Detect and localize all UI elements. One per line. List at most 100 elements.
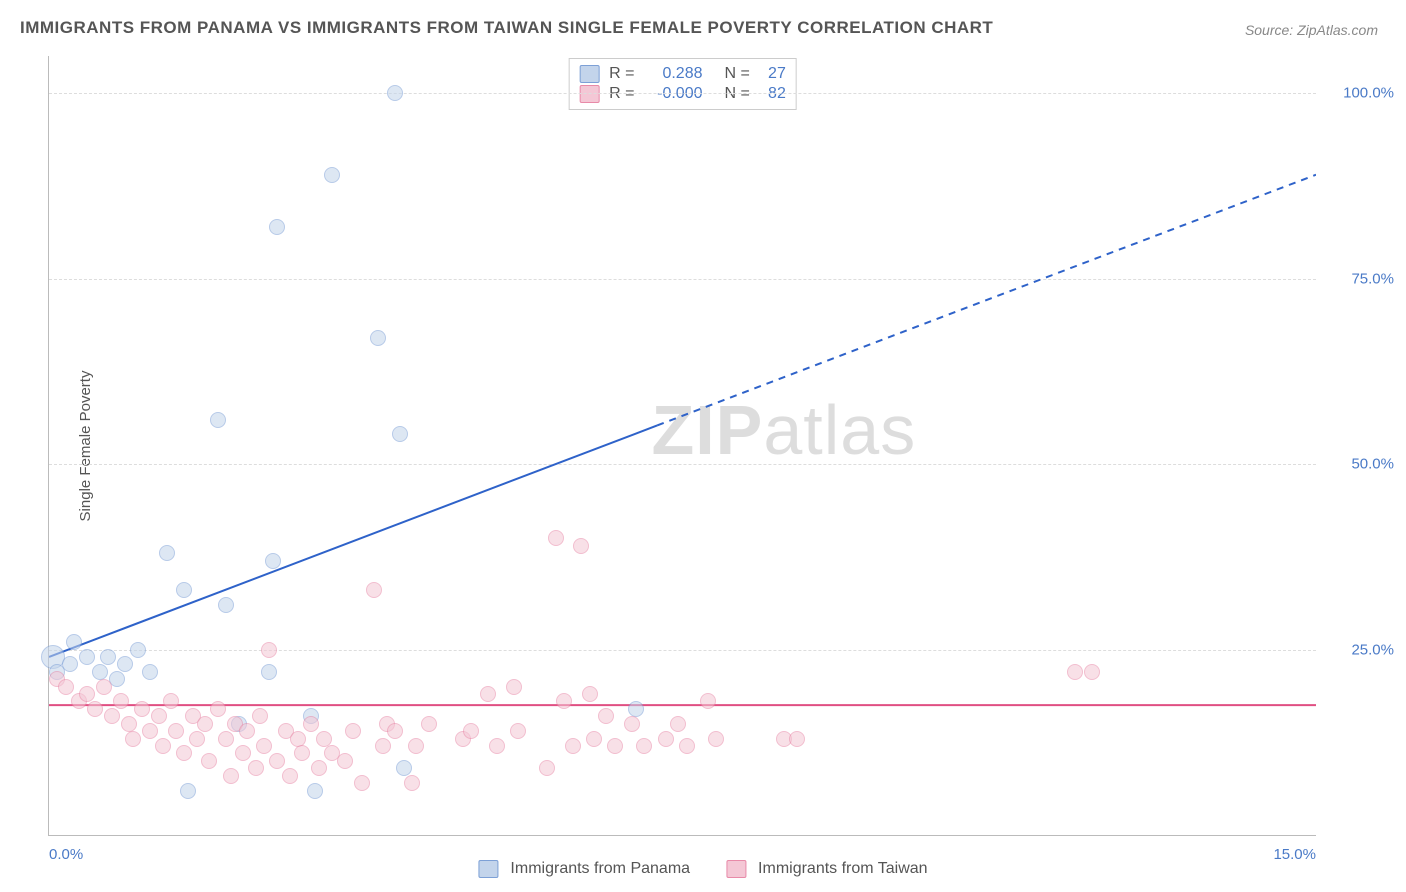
data-point-panama bbox=[142, 664, 158, 680]
data-point-taiwan bbox=[586, 731, 602, 747]
n-label: N = bbox=[725, 65, 750, 83]
plot-area: ZIPatlas R =0.288N =27R =-0.000N =82 25.… bbox=[48, 56, 1316, 836]
data-point-taiwan bbox=[366, 582, 382, 598]
data-point-taiwan bbox=[134, 701, 150, 717]
data-point-taiwan bbox=[700, 693, 716, 709]
legend-label: Immigrants from Panama bbox=[510, 860, 690, 878]
data-point-panama bbox=[628, 701, 644, 717]
source-label: Source: ZipAtlas.com bbox=[1245, 22, 1378, 38]
data-point-panama bbox=[324, 167, 340, 183]
data-point-taiwan bbox=[155, 738, 171, 754]
data-point-taiwan bbox=[218, 731, 234, 747]
data-point-panama bbox=[387, 85, 403, 101]
data-point-taiwan bbox=[510, 723, 526, 739]
grid-line bbox=[49, 279, 1316, 280]
chart-title: IMMIGRANTS FROM PANAMA VS IMMIGRANTS FRO… bbox=[20, 18, 993, 38]
data-point-taiwan bbox=[151, 708, 167, 724]
data-point-panama bbox=[269, 219, 285, 235]
chart-container: IMMIGRANTS FROM PANAMA VS IMMIGRANTS FRO… bbox=[0, 0, 1406, 892]
grid-line bbox=[49, 650, 1316, 651]
data-point-panama bbox=[66, 634, 82, 650]
series-legend: Immigrants from Panama Immigrants from Ta… bbox=[478, 860, 927, 878]
data-point-panama bbox=[180, 783, 196, 799]
data-point-taiwan bbox=[404, 775, 420, 791]
data-point-taiwan bbox=[142, 723, 158, 739]
data-point-panama bbox=[261, 664, 277, 680]
x-tick-label: 15.0% bbox=[1273, 846, 1316, 863]
trend-line-panama bbox=[49, 425, 657, 656]
data-point-taiwan bbox=[248, 760, 264, 776]
data-point-taiwan bbox=[679, 738, 695, 754]
data-point-taiwan bbox=[463, 723, 479, 739]
data-point-panama bbox=[62, 656, 78, 672]
data-point-taiwan bbox=[598, 708, 614, 724]
data-point-taiwan bbox=[556, 693, 572, 709]
data-point-taiwan bbox=[708, 731, 724, 747]
data-point-panama bbox=[117, 656, 133, 672]
data-point-taiwan bbox=[201, 753, 217, 769]
data-point-taiwan bbox=[176, 745, 192, 761]
data-point-taiwan bbox=[197, 716, 213, 732]
data-point-taiwan bbox=[789, 731, 805, 747]
data-point-panama bbox=[176, 582, 192, 598]
data-point-taiwan bbox=[539, 760, 555, 776]
data-point-panama bbox=[370, 330, 386, 346]
data-point-taiwan bbox=[252, 708, 268, 724]
data-point-taiwan bbox=[58, 679, 74, 695]
data-point-taiwan bbox=[573, 538, 589, 554]
data-point-taiwan bbox=[582, 686, 598, 702]
data-point-taiwan bbox=[565, 738, 581, 754]
data-point-taiwan bbox=[282, 768, 298, 784]
y-tick-label: 25.0% bbox=[1324, 641, 1394, 658]
data-point-taiwan bbox=[239, 723, 255, 739]
data-point-panama bbox=[307, 783, 323, 799]
data-point-taiwan bbox=[624, 716, 640, 732]
data-point-taiwan bbox=[290, 731, 306, 747]
swatch-taiwan-icon bbox=[726, 860, 746, 878]
data-point-taiwan bbox=[337, 753, 353, 769]
data-point-taiwan bbox=[607, 738, 623, 754]
data-point-panama bbox=[210, 412, 226, 428]
data-point-panama bbox=[159, 545, 175, 561]
data-point-taiwan bbox=[121, 716, 137, 732]
swatch-panama-icon bbox=[478, 860, 498, 878]
data-point-panama bbox=[218, 597, 234, 613]
watermark: ZIPatlas bbox=[651, 390, 916, 470]
data-point-taiwan bbox=[294, 745, 310, 761]
data-point-taiwan bbox=[104, 708, 120, 724]
stats-legend-box: R =0.288N =27R =-0.000N =82 bbox=[568, 58, 797, 110]
data-point-taiwan bbox=[113, 693, 129, 709]
data-point-taiwan bbox=[1067, 664, 1083, 680]
data-point-taiwan bbox=[79, 686, 95, 702]
legend-label: Immigrants from Taiwan bbox=[758, 860, 928, 878]
watermark-bold: ZIP bbox=[651, 391, 763, 469]
legend-item-taiwan: Immigrants from Taiwan bbox=[726, 860, 928, 878]
data-point-taiwan bbox=[1084, 664, 1100, 680]
data-point-taiwan bbox=[235, 745, 251, 761]
n-value: 27 bbox=[756, 65, 786, 83]
grid-line bbox=[49, 93, 1316, 94]
data-point-taiwan bbox=[387, 723, 403, 739]
data-point-taiwan bbox=[87, 701, 103, 717]
y-tick-label: 50.0% bbox=[1324, 456, 1394, 473]
data-point-taiwan bbox=[316, 731, 332, 747]
legend-item-panama: Immigrants from Panama bbox=[478, 860, 690, 878]
data-point-taiwan bbox=[210, 701, 226, 717]
data-point-panama bbox=[92, 664, 108, 680]
data-point-taiwan bbox=[548, 530, 564, 546]
y-tick-label: 100.0% bbox=[1324, 85, 1394, 102]
data-point-taiwan bbox=[311, 760, 327, 776]
data-point-taiwan bbox=[636, 738, 652, 754]
data-point-panama bbox=[130, 642, 146, 658]
data-point-taiwan bbox=[354, 775, 370, 791]
data-point-taiwan bbox=[421, 716, 437, 732]
data-point-taiwan bbox=[269, 753, 285, 769]
data-point-taiwan bbox=[345, 723, 361, 739]
data-point-panama bbox=[265, 553, 281, 569]
trend-line-dashed-panama bbox=[657, 175, 1316, 426]
data-point-taiwan bbox=[375, 738, 391, 754]
data-point-taiwan bbox=[168, 723, 184, 739]
data-point-taiwan bbox=[506, 679, 522, 695]
stats-row-panama: R =0.288N =27 bbox=[579, 65, 786, 83]
watermark-thin: atlas bbox=[763, 391, 916, 469]
